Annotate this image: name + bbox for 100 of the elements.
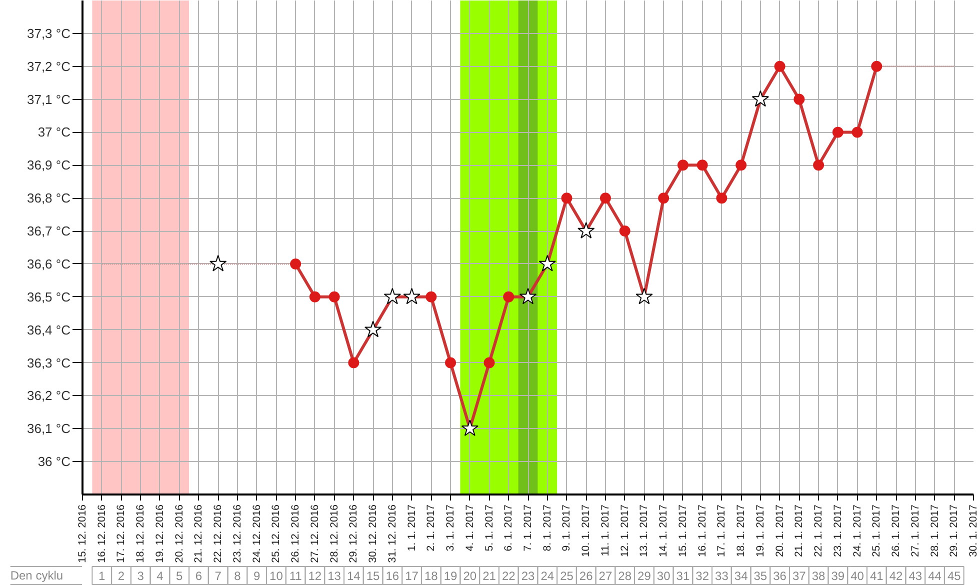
x2-tick-label: 10 <box>270 569 284 583</box>
x-tick-label: 27. 1. 2017 <box>909 504 922 558</box>
x2-tick-label: 12 <box>308 569 322 583</box>
point <box>461 420 478 436</box>
x-tick-label: 21. 12. 2016 <box>192 504 205 563</box>
y-tick-label: 36 °C <box>38 454 71 470</box>
x2-tick-label: 3 <box>137 569 144 583</box>
x2-tick-label: 16 <box>386 569 400 583</box>
x-tick-label: 8. 1. 2017 <box>541 504 554 552</box>
point <box>619 226 630 237</box>
x-tick-label: 24. 12. 2016 <box>250 504 263 563</box>
point <box>677 160 688 171</box>
x-tick-label: 9. 1. 2017 <box>560 504 573 552</box>
x-tick-label: 16. 12. 2016 <box>96 504 108 563</box>
x-tick-label: 20. 1. 2017 <box>774 504 786 558</box>
point <box>832 126 844 138</box>
x2-tick-label: 15 <box>366 569 380 583</box>
y-tick-label: 36,7 °C <box>27 224 71 239</box>
y-tick-label: 37,2 °C <box>27 58 71 74</box>
x2-tick-label: 13 <box>328 569 342 583</box>
point <box>871 60 882 72</box>
x2-tick-label: 42 <box>889 569 904 583</box>
x2-tick-label: 39 <box>831 569 845 583</box>
x2-tick-label: 26 <box>579 569 594 583</box>
point <box>852 126 863 138</box>
point <box>636 288 653 304</box>
x-tick-label: 31. 12. 2016 <box>386 504 398 563</box>
x2-tick-label: 45 <box>947 569 962 583</box>
x2-tick-label: 5 <box>176 569 184 583</box>
point <box>600 192 611 204</box>
x2-tick-label: 31 <box>676 569 690 583</box>
x2-tick-label: 17 <box>405 569 419 583</box>
x2-tick-label: 35 <box>754 569 768 583</box>
point <box>658 192 670 204</box>
point <box>813 160 824 171</box>
x-tick-label: 29. 1. 2017 <box>948 504 960 558</box>
x-tick-label: 24. 1. 2017 <box>851 504 864 558</box>
point <box>696 160 708 171</box>
x2-tick-label: 24 <box>540 569 554 583</box>
x2-tick-label: 44 <box>928 569 942 583</box>
x2-tick-label: 2 <box>118 569 125 583</box>
x-tick-label: 19. 1. 2017 <box>754 504 766 558</box>
x2-tick-label: 21 <box>482 569 496 583</box>
x2-tick-label: 23 <box>521 569 535 583</box>
x-tick-label: 18. 12. 2016 <box>134 504 147 563</box>
point <box>774 60 786 72</box>
x-tick-label: 5. 1. 2017 <box>483 504 496 552</box>
x2-tick-label: 29 <box>638 569 652 583</box>
x2-tick-label: 9 <box>253 569 260 583</box>
point <box>519 288 537 304</box>
x-tick-label: 26. 12. 2016 <box>290 504 302 563</box>
x-tick-label: 15. 1. 2017 <box>676 504 689 558</box>
x2-tick-label: 22 <box>502 569 516 583</box>
x2-tick-label: 19 <box>444 569 458 583</box>
x-tick-label: 13. 1. 2017 <box>638 504 650 558</box>
x2-tick-label: 6 <box>195 569 202 583</box>
x2-tick-label: 32 <box>696 569 710 583</box>
x2-tick-label: 37 <box>792 569 806 583</box>
x-tick-label: 11. 1. 2017 <box>599 504 612 556</box>
x-tick-label: 19. 12. 2016 <box>154 504 166 563</box>
x-tick-label: 18. 1. 2017 <box>735 504 748 558</box>
x-tick-label: 27. 12. 2016 <box>308 504 321 563</box>
x2-tick-label: 43 <box>908 569 922 583</box>
x2-tick-label: 1 <box>98 569 106 583</box>
x-tick-label: 16. 1. 2017 <box>696 504 708 558</box>
x2-tick-label: 41 <box>870 569 884 583</box>
x-tick-label: 30. 12. 2016 <box>367 504 380 563</box>
x2-axis-title: Den cyklu <box>10 568 64 582</box>
point <box>794 94 805 105</box>
x-tick-label: 10. 1. 2017 <box>580 504 592 558</box>
point <box>348 357 360 368</box>
x-tick-label: 2. 1. 2017 <box>425 504 438 552</box>
point <box>561 192 572 204</box>
y-tick-label: 36,3 °C <box>27 355 71 370</box>
x-tick-label: 4. 1. 2017 <box>464 504 476 552</box>
x2-tick-label: 36 <box>773 569 787 583</box>
y-tick-label: 37 °C <box>38 124 71 140</box>
x2-tick-label: 28 <box>618 569 632 583</box>
x2-tick-label: 7 <box>214 569 222 583</box>
y-tick-label: 36,9 °C <box>27 158 71 173</box>
y-tick-label: 36,8 °C <box>27 190 71 206</box>
x2-tick-label: 27 <box>598 569 612 583</box>
x2-tick-label: 25 <box>560 569 574 583</box>
x-tick-label: 14. 1. 2017 <box>658 504 670 558</box>
x-tick-label: 23. 12. 2016 <box>231 504 244 563</box>
x-tick-label: 22. 12. 2016 <box>212 504 224 563</box>
x2-tick-label: 33 <box>715 569 729 583</box>
x2-tick-label: 4 <box>156 569 164 583</box>
x-tick-label: 17. 1. 2017 <box>716 504 728 558</box>
x-tick-label: 17. 12. 2016 <box>115 504 128 563</box>
y-tick-label: 37,3 °C <box>27 26 71 41</box>
point <box>309 291 320 302</box>
point <box>716 192 728 204</box>
point <box>328 291 340 302</box>
x-tick-label: 26. 1. 2017 <box>890 504 902 558</box>
point <box>364 320 382 338</box>
x2-tick-label: 38 <box>812 569 826 583</box>
x-tick-label: 25. 1. 2017 <box>870 504 883 558</box>
x-tick-label: 1. 1. 2017 <box>406 504 418 552</box>
x-tick-label: 12. 1. 2017 <box>618 504 631 558</box>
